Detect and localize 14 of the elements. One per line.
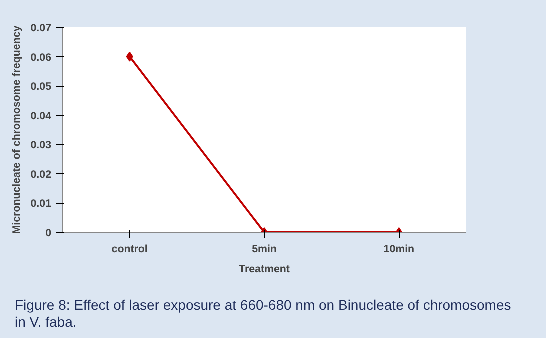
y-tick-label: 0.02 — [30, 168, 52, 181]
y-tick-label: 0.03 — [30, 140, 52, 152]
y-tick-label: 0.01 — [30, 198, 52, 210]
y-tick-label: 0.06 — [30, 52, 52, 64]
y-tick-label: 0 — [46, 228, 52, 240]
y-tick-label: 0.05 — [30, 81, 52, 94]
x-tick-label: control — [112, 244, 148, 256]
y-tick-label: 0.04 — [30, 110, 52, 122]
x-tick-label: 10min — [384, 244, 415, 256]
x-axis-title: Treatment — [239, 264, 290, 276]
caption: Figure 8: Effect of laser exposure at 660-680 nm on Binucleate of chromosomes in V. faba. — [15, 297, 512, 331]
x-tick-label: 5min — [252, 244, 277, 256]
y-tick-label: 0.07 — [30, 22, 52, 34]
y-axis-title: Micronucleate of chromosome frequency — [10, 26, 23, 234]
